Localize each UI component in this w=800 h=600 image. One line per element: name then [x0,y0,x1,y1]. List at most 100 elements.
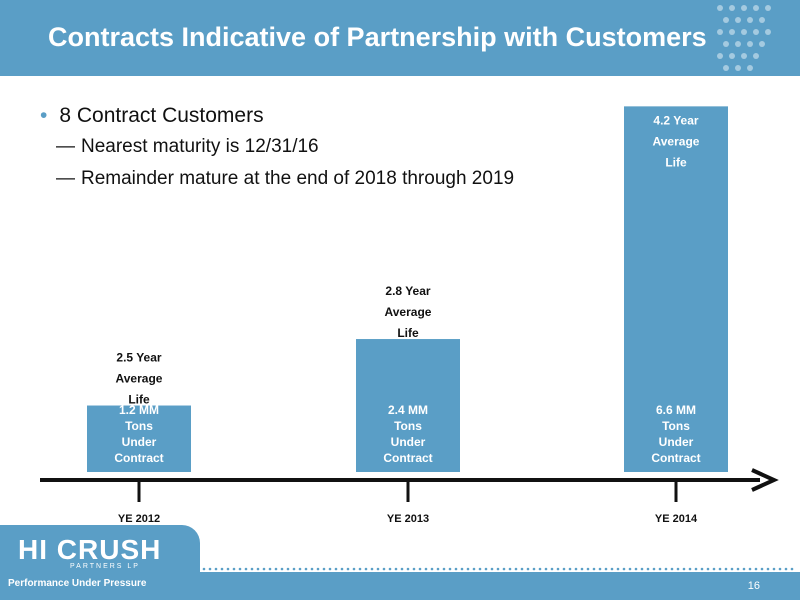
average-life-label: Average [385,305,432,319]
footer-dot [262,567,266,571]
footer-dot [220,567,224,571]
footer-dot [280,567,284,571]
footer-dot [238,567,242,571]
footer-dot [340,567,344,571]
footer-dot [250,567,254,571]
bar-value-label: Under [391,435,426,449]
footer-dot [748,567,752,571]
footer-dot [490,567,494,571]
footer-dot [712,567,716,571]
average-life-label: Average [653,134,700,148]
bar-value-label: 1.2 MM [119,403,159,417]
dash-icon: — [56,168,75,189]
slide-title: Contracts Indicative of Partnership with… [48,22,707,52]
footer-dot [268,567,272,571]
average-life-label: Life [665,155,687,169]
bar-value-label: Contract [651,451,700,465]
bullet-icon: • [40,104,48,127]
footer-dot [730,567,734,571]
footer-dot [562,567,566,571]
footer-dot [514,567,518,571]
footer-dot [778,567,782,571]
footer-dot [610,567,614,571]
footer-dot [448,567,452,571]
footer-dot [358,567,362,571]
footer-dot [382,567,386,571]
logo-panel [0,525,200,600]
footer-dot [484,567,488,571]
footer-dot [658,567,662,571]
average-life-label: 4.2 Year [653,113,698,127]
footer-dot [412,567,416,571]
footer-dot [544,567,548,571]
bar-value-label: Tons [662,419,690,433]
footer-dot [394,567,398,571]
footer-dot [436,567,440,571]
bar-value-label: Contract [114,451,163,465]
bar-value-label: Under [659,435,694,449]
dash-icon: — [56,136,75,157]
footer-dot [604,567,608,571]
logo-subtitle: PARTNERS LP [70,563,140,570]
footer-dot [706,567,710,571]
average-life-label: Life [397,326,419,340]
footer-dot [598,567,602,571]
footer-dot [790,567,794,571]
footer-dot [256,567,260,571]
footer-dot [550,567,554,571]
dots-decoration-icon [717,5,771,71]
footer-dot [328,567,332,571]
bullet-item: • 8 Contract Customers [40,104,514,128]
bar [356,339,460,472]
footer-dot [472,567,476,571]
footer-dot [622,567,626,571]
bar-value-label: Contract [383,451,432,465]
footer-dot [322,567,326,571]
footer-dot [478,567,482,571]
footer-dot [664,567,668,571]
footer-dot [724,567,728,571]
footer-dot [214,567,218,571]
footer-dot [772,567,776,571]
average-life-label: Average [116,372,163,386]
footer-dot [676,567,680,571]
footer-dot [760,567,764,571]
footer-dot [688,567,692,571]
footer-dot [430,567,434,571]
footer-dots-decoration [202,567,794,571]
footer-dot [538,567,542,571]
sub-bullet-text: Nearest maturity is 12/31/16 [81,136,319,157]
footer-dot [316,567,320,571]
footer-dot [520,567,524,571]
footer-dot [466,567,470,571]
average-life-label: Life [128,393,150,407]
footer-dot [766,567,770,571]
footer-dot [502,567,506,571]
footer-dot [736,567,740,571]
footer-dot [574,567,578,571]
footer-dot [208,567,212,571]
sub-bullet-item: — Nearest maturity is 12/31/16 [56,136,514,158]
footer-dot [346,567,350,571]
footer-dot [364,567,368,571]
bullet-list: • 8 Contract Customers — Nearest maturity … [40,104,514,200]
x-tick-label: YE 2012 [118,513,160,525]
footer-dot [406,567,410,571]
page-number: 16 [747,580,760,592]
footer-dot [310,567,314,571]
axis-arrow-icon [751,468,779,492]
footer-dot [304,567,308,571]
footer-dot [526,567,530,571]
footer-dot [682,567,686,571]
company-logo: HI CRUSH [18,534,162,565]
footer-dot [742,567,746,571]
title-bar: Contracts Indicative of Partnership with… [0,0,800,76]
footer-dot [298,567,302,571]
footer-dot [700,567,704,571]
footer-dot [508,567,512,571]
bar-value-label: Tons [394,419,422,433]
footer-dot [454,567,458,571]
footer-dot [670,567,674,571]
footer-dot [646,567,650,571]
